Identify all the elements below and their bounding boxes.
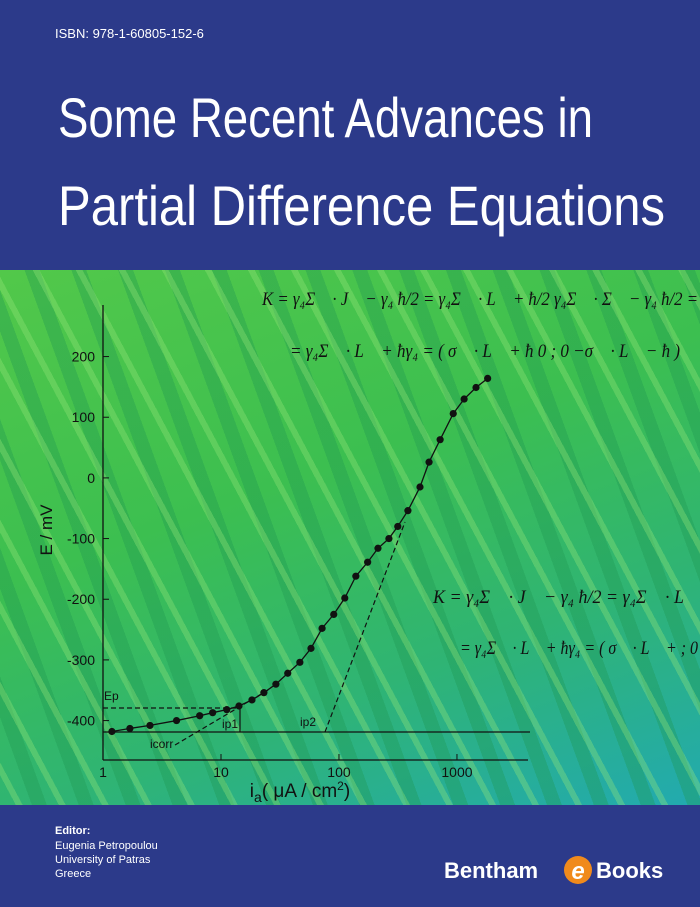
y-tick-label: -400 [67,713,95,729]
publisher: Books [596,858,663,883]
data-point [223,706,231,714]
data-point [296,658,304,666]
editor-name: Eugenia Petropoulou [55,840,158,852]
x-label-part: 2 [337,779,344,793]
data-line [111,377,489,733]
data-point [394,522,402,531]
data-point [146,721,154,730]
data-point [248,696,256,704]
data-point [307,644,315,652]
equation: = γ₄Σ⃗ · L⃗ + ħγ₄ = ( σ⃗ · L⃗ + ; 0 [460,638,698,659]
x-tick-label: 1 [99,764,107,780]
x-label-part: i [250,781,254,802]
tangent-line [324,521,406,733]
x-axis-label: ia( μA / cm2) [250,779,350,805]
x-label-part: ) [344,781,350,802]
country: Greece [55,868,91,880]
data-point [235,702,243,710]
data-point [284,669,292,677]
data-point [436,436,444,444]
logo-circle [564,856,592,884]
data-point [425,458,433,466]
annotation: ip1 [222,717,238,731]
equation: K = γ₄Σ⃗ · J⃗ − γ₄ ħ/2 = γ₄Σ⃗ · L⃗ + ħ/2… [261,289,698,310]
data-point [341,594,349,602]
data-point [272,680,280,688]
x-tick-label: 1000 [441,764,472,780]
data-point [172,716,181,725]
x-label-part: ( μA / cm [262,781,337,802]
editor-label: Editor: [55,825,90,837]
cover-image [0,270,700,805]
data-point [385,534,393,543]
data-point [404,507,412,515]
y-tick-label: 0 [87,470,95,486]
data-point [449,409,457,418]
data-point [260,689,268,697]
x-tick-label: 10 [213,764,229,780]
y-tick-label: 200 [72,349,96,365]
isbn: ISBN: 978-1-60805-152-6 [55,26,204,41]
y-tick-label: -200 [67,591,95,607]
data-point [330,610,338,619]
guide-lines [103,521,530,746]
x-label-part: a [254,789,262,805]
title-line: Partial Difference Equations [58,174,665,237]
data-point [108,727,116,736]
data-point [460,395,468,403]
publisher: Bentham [444,858,538,883]
data-point [126,724,134,733]
y-axis-label: E / mV [37,504,56,556]
data-point [364,558,372,566]
data-point [352,572,360,580]
title-line: Some Recent Advances in [58,86,593,149]
y-tick-label: 100 [72,409,96,425]
publisher-logo: e [571,858,584,885]
x-tick-label: 100 [327,764,351,780]
data-point [196,712,204,720]
data-point [484,374,492,383]
y-tick-label: -300 [67,652,95,668]
annotation: icorr [150,737,173,751]
plot: -400 -300 -200 -100 0 100 200 1 10 100 1000 [67,305,528,780]
data-point [472,383,480,392]
data-point [416,483,424,491]
y-tick-label: -100 [67,531,95,547]
data-point [209,709,217,717]
annotation: ip2 [300,715,316,729]
data-point [318,624,326,632]
affiliation: University of Patras [55,854,151,866]
equation: K = γ₄Σ⃗ · J⃗ − γ₄ ħ/2 = γ₄Σ⃗ · L⃗ [432,587,698,608]
annotation: Ep [104,689,119,703]
data-point [374,544,382,552]
equation: = γ₄Σ⃗ · L⃗ + ħγ₄ = ( σ⃗ · L⃗ + ħ 0 ; 0 … [290,341,680,362]
